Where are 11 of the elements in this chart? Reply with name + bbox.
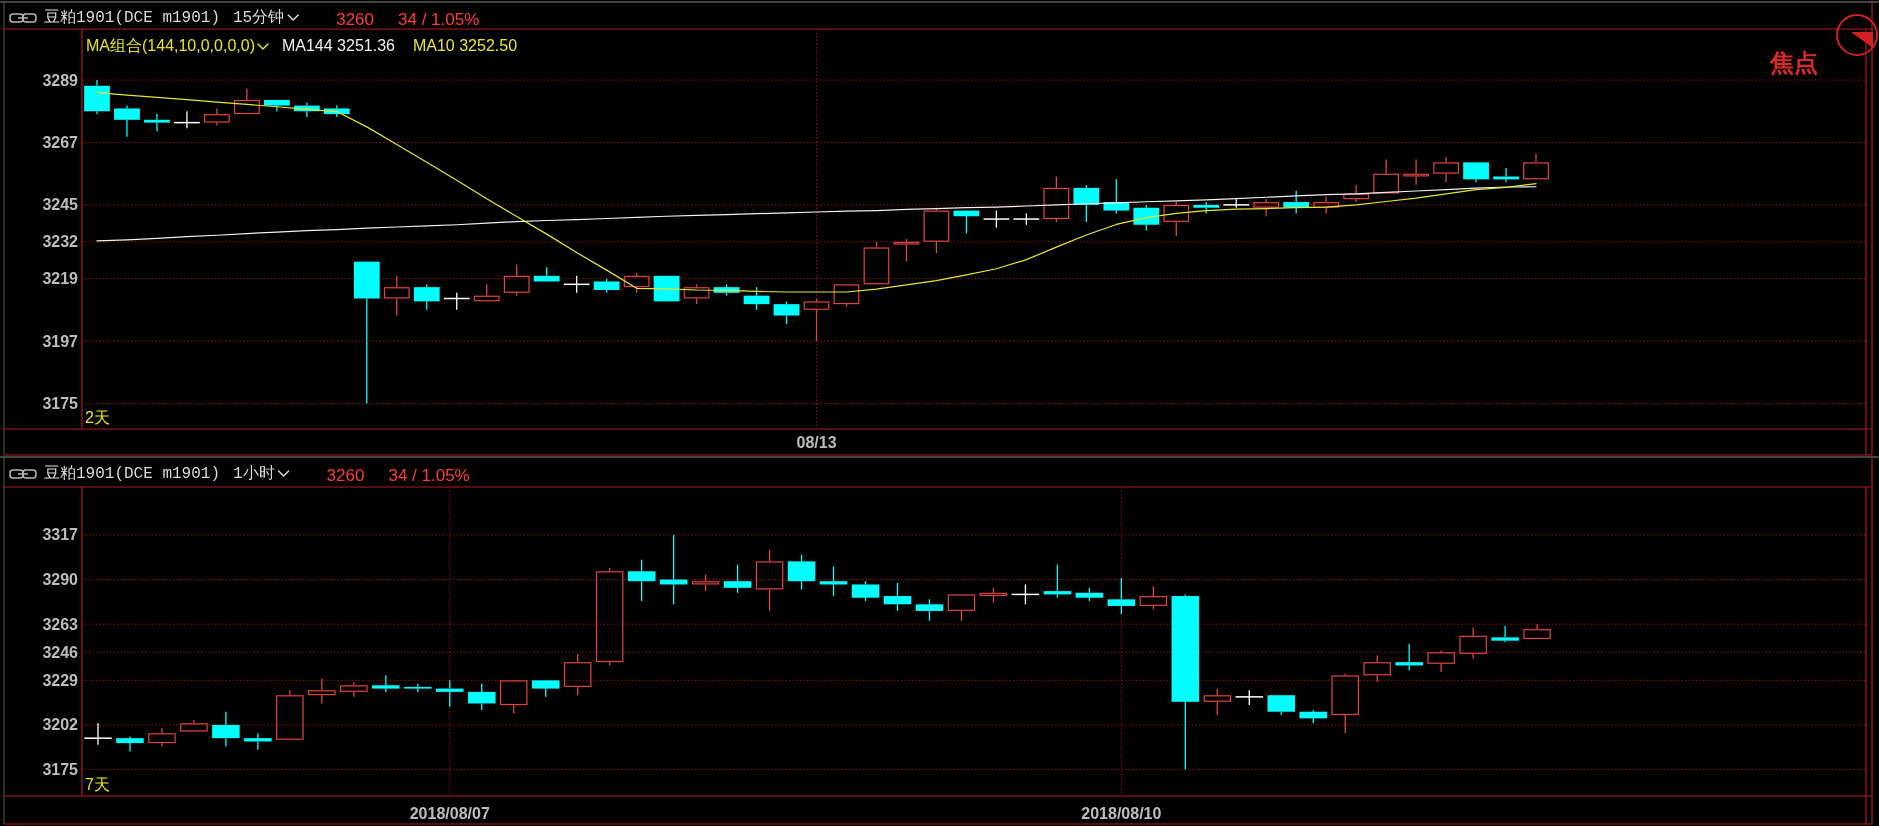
annotation: 焦点 [1770,50,1818,76]
annotation: 3260 [336,9,375,29]
annotation: 7天 [85,775,110,793]
title: 豆粕1901(DCE m1901) [44,9,221,27]
title: 豆粕1901(DCE m1901) [44,465,221,483]
subtitle: 1小时 [233,465,275,483]
annotation: 3260 [326,465,365,485]
subtitle: 15分钟 [233,9,285,27]
annotation: 34 / 1.05% [398,9,480,29]
annotation: 2天 [85,408,110,426]
annotation: 34 / 1.05% [388,465,470,485]
